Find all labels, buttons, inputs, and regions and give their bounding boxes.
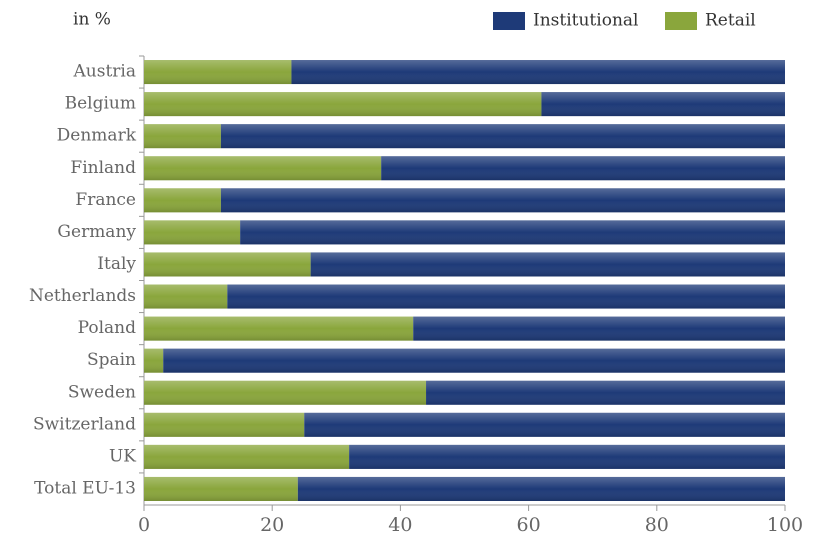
bar-shade bbox=[144, 156, 382, 181]
y-tick-label: Poland bbox=[78, 318, 137, 338]
bar-shade bbox=[304, 412, 785, 437]
bar-shade bbox=[349, 444, 785, 469]
legend-swatch bbox=[493, 12, 525, 30]
x-tick-label: 40 bbox=[388, 514, 412, 536]
bar-shade bbox=[144, 316, 414, 341]
bar-shade bbox=[240, 220, 785, 245]
y-tick-label: UK bbox=[109, 446, 136, 466]
legend-label: Institutional bbox=[533, 11, 638, 31]
bar-shade bbox=[144, 252, 311, 277]
bar-shade bbox=[144, 124, 221, 149]
bar-shade bbox=[220, 188, 786, 213]
bar-shade bbox=[227, 284, 785, 309]
bar-shade bbox=[220, 124, 786, 149]
bar-shade bbox=[144, 476, 298, 501]
bar-shade bbox=[144, 284, 228, 309]
bar-shade bbox=[297, 476, 785, 501]
x-tick-label: 20 bbox=[260, 514, 284, 536]
bar-shade bbox=[541, 92, 785, 117]
y-tick-label: Netherlands bbox=[29, 286, 136, 306]
bar-shade bbox=[144, 412, 305, 437]
x-tick-label: 60 bbox=[517, 514, 541, 536]
y-tick-label: Total EU-13 bbox=[34, 478, 136, 498]
bar-shade bbox=[381, 156, 785, 181]
legend-swatch bbox=[665, 12, 697, 30]
y-tick-label: Italy bbox=[97, 254, 136, 274]
bar-shade bbox=[144, 220, 241, 245]
bar-shade bbox=[426, 380, 785, 405]
y-tick-label: France bbox=[75, 190, 136, 210]
legend-label: Retail bbox=[705, 11, 756, 31]
bar-shade bbox=[144, 444, 350, 469]
x-tick-label: 0 bbox=[138, 514, 150, 536]
bar-shade bbox=[413, 316, 785, 341]
bar-shade bbox=[310, 252, 785, 277]
bar-shade bbox=[144, 60, 292, 85]
y-tick-label: Switzerland bbox=[33, 414, 136, 434]
bar-shade bbox=[163, 348, 786, 373]
bar-shade bbox=[144, 188, 221, 213]
x-tick-label: 80 bbox=[645, 514, 669, 536]
bar-shade bbox=[144, 92, 542, 117]
y-tick-label: Spain bbox=[87, 350, 136, 370]
y-tick-label: Germany bbox=[57, 222, 136, 242]
bar-shade bbox=[144, 348, 164, 373]
y-tick-label: Sweden bbox=[68, 382, 136, 402]
y-tick-label: Finland bbox=[70, 158, 136, 178]
bar-shade bbox=[291, 60, 785, 85]
bar-shade bbox=[144, 380, 427, 405]
y-tick-label: Belgium bbox=[65, 94, 136, 114]
y-tick-label: Austria bbox=[73, 62, 136, 82]
y-tick-label: Denmark bbox=[57, 126, 137, 146]
axis-unit-label: in % bbox=[73, 10, 111, 30]
x-tick-label: 100 bbox=[767, 514, 803, 536]
